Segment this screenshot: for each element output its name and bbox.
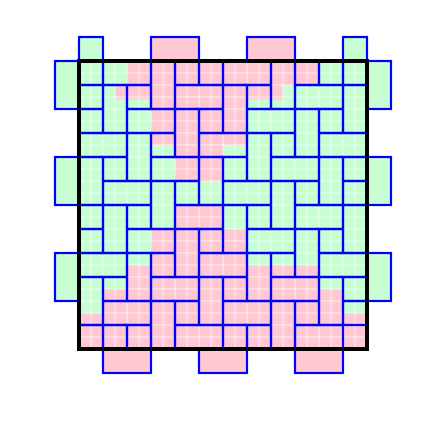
piece-outline-46 — [341, 251, 367, 349]
pink-area-3 — [223, 85, 283, 100]
tab-8 — [367, 61, 391, 109]
piece-outline-39 — [293, 275, 367, 349]
tab-2 — [151, 37, 199, 61]
tab-7 — [55, 253, 79, 301]
piece-outline-45 — [317, 203, 367, 303]
tab-5 — [55, 61, 79, 109]
piece-outline-50 — [341, 131, 367, 231]
tab-1 — [79, 37, 103, 61]
outside-tabs — [55, 37, 391, 373]
piece-outline-44 — [293, 155, 367, 255]
tab-4 — [343, 37, 367, 61]
tab-11 — [103, 349, 151, 373]
tab-13 — [295, 349, 343, 373]
square-frame — [77, 59, 369, 351]
tab-10 — [367, 253, 391, 301]
tab-3 — [247, 37, 295, 61]
pink-area-2 — [115, 85, 175, 100]
tab-6 — [55, 157, 79, 205]
piece-outline-49 — [317, 83, 367, 183]
tab-9 — [367, 157, 391, 205]
tab-12 — [199, 349, 247, 373]
